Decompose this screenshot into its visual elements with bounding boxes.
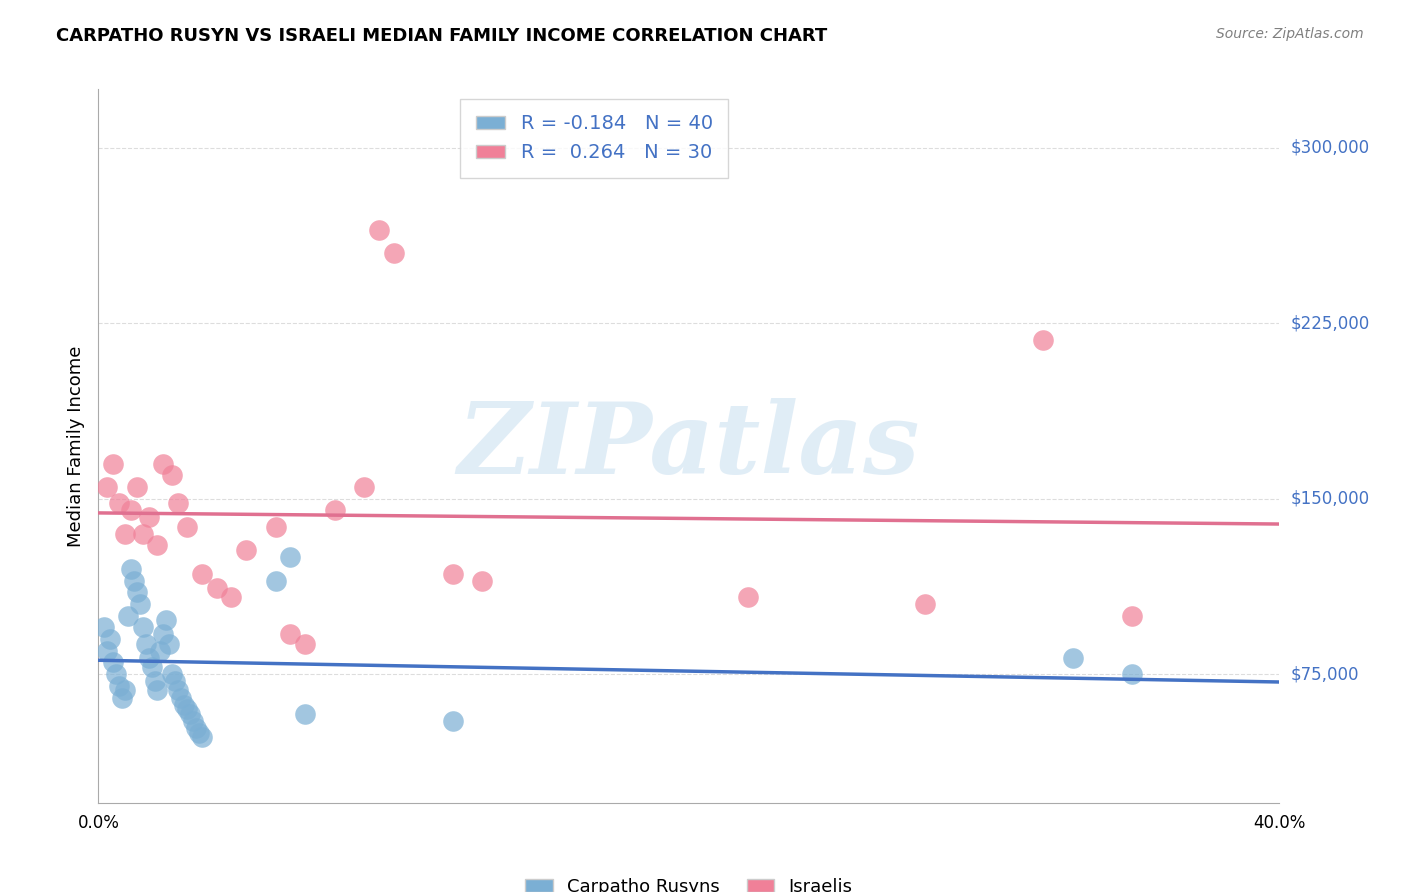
Point: [353, 480, 375, 494]
Point: [141, 660, 163, 674]
Point: [93, 620, 115, 634]
Point: [205, 581, 228, 595]
Point: [368, 222, 391, 236]
Point: [1062, 650, 1084, 665]
Point: [278, 550, 302, 565]
Point: [138, 510, 160, 524]
Legend: Carpatho Rusyns, Israelis: Carpatho Rusyns, Israelis: [516, 869, 862, 892]
Point: [167, 683, 190, 698]
Point: [179, 706, 201, 721]
Point: [219, 590, 242, 604]
Point: [176, 519, 198, 533]
Point: [441, 714, 464, 728]
Point: [103, 457, 125, 471]
Point: [146, 683, 169, 698]
Point: [143, 674, 166, 689]
Point: [162, 468, 183, 483]
Point: [98, 632, 121, 646]
Text: $75,000: $75,000: [1291, 665, 1360, 683]
Point: [165, 674, 187, 689]
Point: [914, 597, 936, 611]
Point: [176, 702, 198, 716]
Point: [191, 566, 214, 581]
Point: [114, 683, 136, 698]
Point: [125, 585, 148, 599]
Point: [1121, 608, 1143, 623]
Point: [132, 526, 155, 541]
Point: [111, 690, 134, 705]
Point: [146, 538, 169, 552]
Point: [170, 690, 193, 705]
Text: Source: ZipAtlas.com: Source: ZipAtlas.com: [1216, 27, 1364, 41]
Text: ZIPatlas: ZIPatlas: [458, 398, 920, 494]
Point: [191, 731, 214, 745]
Point: [173, 698, 195, 712]
Point: [1121, 667, 1143, 681]
Point: [135, 637, 157, 651]
Text: $300,000: $300,000: [1291, 138, 1369, 157]
Point: [471, 574, 494, 588]
Point: [264, 574, 287, 588]
Point: [105, 667, 128, 681]
Point: [162, 667, 183, 681]
Point: [132, 620, 155, 634]
Point: [96, 644, 118, 658]
Point: [96, 480, 118, 494]
Point: [108, 679, 131, 693]
Point: [737, 590, 759, 604]
Point: [187, 725, 209, 739]
Point: [264, 519, 287, 533]
Y-axis label: Median Family Income: Median Family Income: [66, 345, 84, 547]
Point: [152, 627, 174, 641]
Point: [117, 608, 139, 623]
Point: [122, 574, 145, 588]
Point: [155, 613, 177, 627]
Point: [294, 637, 316, 651]
Point: [152, 457, 174, 471]
Point: [103, 656, 125, 670]
Text: $150,000: $150,000: [1291, 490, 1369, 508]
Point: [125, 480, 148, 494]
Point: [382, 246, 405, 260]
Point: [138, 650, 160, 665]
Point: [114, 526, 136, 541]
Point: [235, 543, 257, 558]
Point: [120, 562, 142, 576]
Point: [441, 566, 464, 581]
Point: [184, 721, 207, 735]
Text: $225,000: $225,000: [1291, 314, 1369, 332]
Point: [181, 714, 204, 728]
Point: [157, 637, 180, 651]
Point: [120, 503, 142, 517]
Point: [149, 644, 172, 658]
Point: [167, 496, 190, 510]
Point: [278, 627, 302, 641]
Point: [323, 503, 346, 517]
Point: [294, 706, 316, 721]
Point: [128, 597, 150, 611]
Text: CARPATHO RUSYN VS ISRAELI MEDIAN FAMILY INCOME CORRELATION CHART: CARPATHO RUSYN VS ISRAELI MEDIAN FAMILY …: [56, 27, 828, 45]
Point: [1032, 333, 1054, 347]
Point: [108, 496, 131, 510]
